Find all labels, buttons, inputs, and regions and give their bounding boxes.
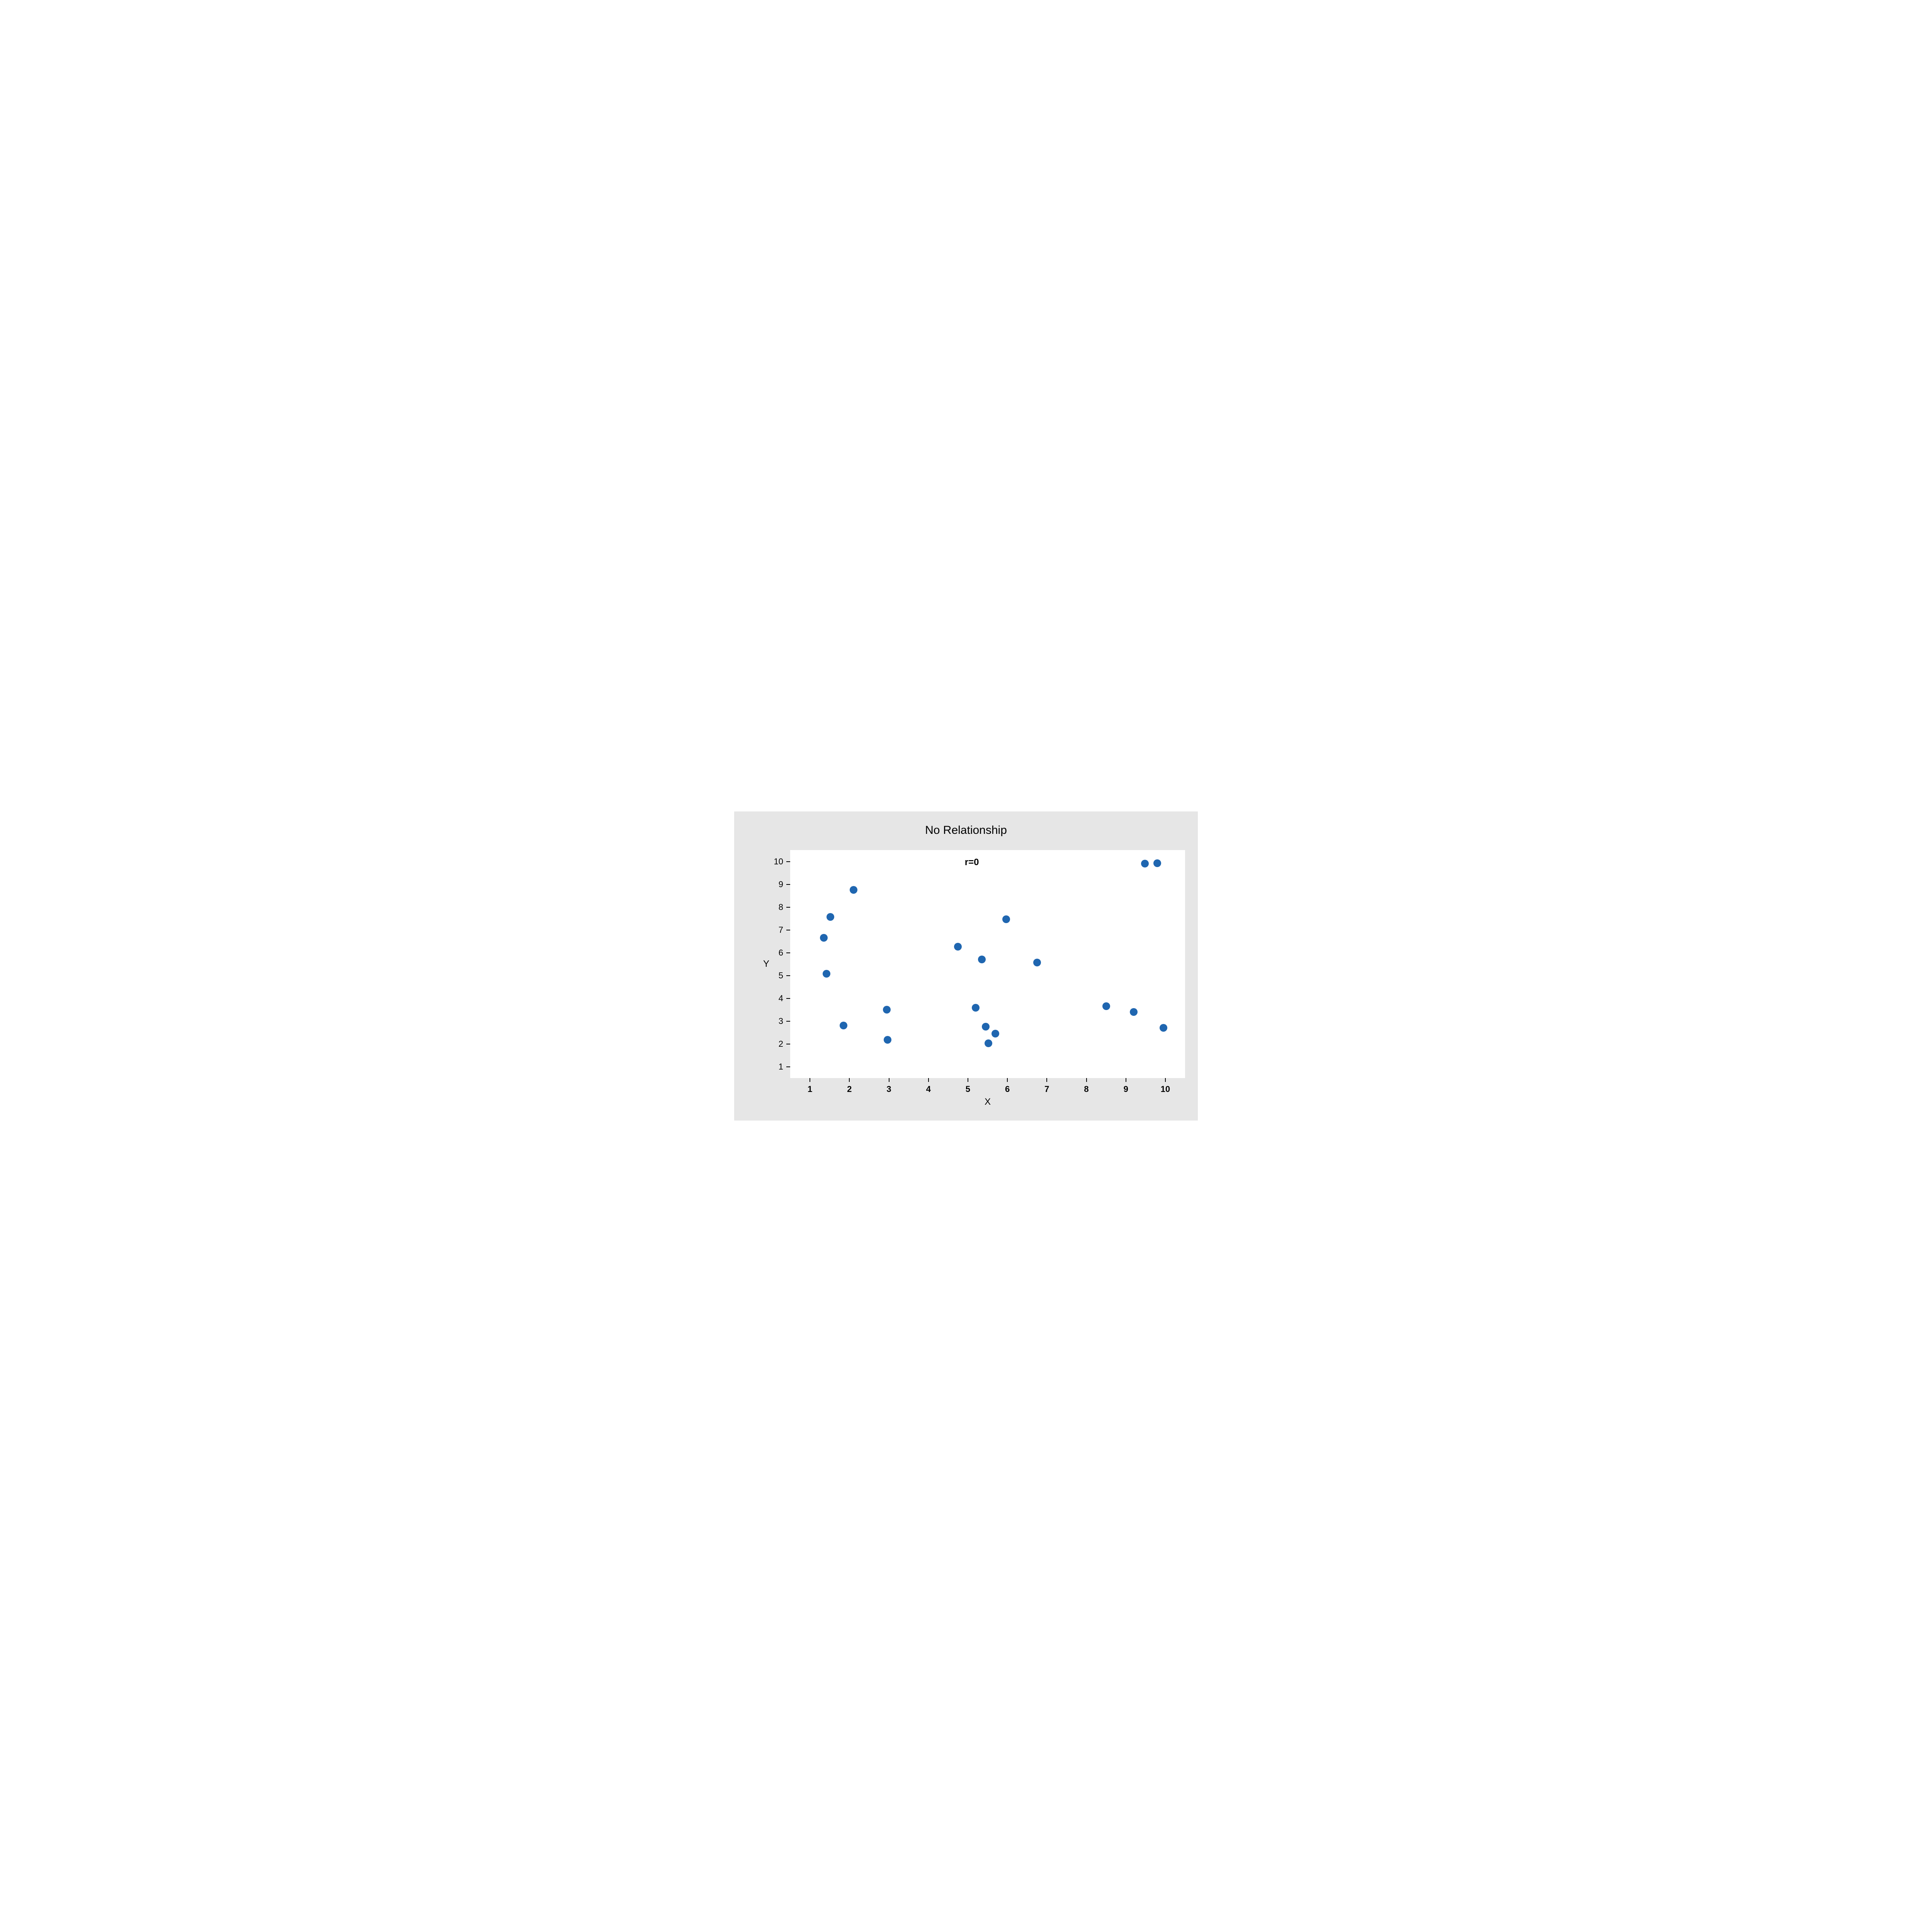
data-point — [985, 1039, 992, 1047]
data-point — [883, 1006, 891, 1014]
y-tick-mark — [786, 1021, 790, 1022]
y-tick-mark — [786, 1066, 790, 1067]
x-axis-label: X — [985, 1097, 991, 1107]
x-tick-mark — [1086, 1078, 1087, 1082]
data-point — [1033, 959, 1041, 966]
y-tick-mark — [786, 998, 790, 999]
data-point — [972, 1004, 980, 1012]
y-tick-label: 2 — [779, 1039, 783, 1049]
y-tick-mark — [786, 952, 790, 953]
y-tick-mark — [786, 975, 790, 976]
y-tick-label: 6 — [779, 948, 783, 958]
y-tick-mark — [786, 884, 790, 885]
x-tick-mark — [1165, 1078, 1166, 1082]
y-tick-label: 4 — [779, 993, 783, 1003]
y-tick-label: 9 — [779, 879, 783, 889]
x-tick-mark — [1007, 1078, 1008, 1082]
chart-container: No Relationship r=0 X Y 1 2 3 4 5 6 7 8 9 10 1 2 3 4 5… — [734, 811, 1198, 1121]
x-tick-label: 5 — [966, 1084, 970, 1094]
data-point — [1153, 859, 1161, 867]
data-point — [850, 886, 857, 894]
x-tick-label: 2 — [847, 1084, 852, 1094]
y-tick-mark — [786, 907, 790, 908]
data-point — [840, 1022, 847, 1029]
chart-title: No Relationship — [734, 824, 1198, 837]
data-point — [823, 970, 830, 978]
y-tick-label: 1 — [779, 1062, 783, 1072]
y-tick-label: 5 — [779, 971, 783, 981]
x-tick-mark — [928, 1078, 929, 1082]
x-tick-mark — [849, 1078, 850, 1082]
data-point — [978, 956, 986, 963]
data-point — [1102, 1002, 1110, 1010]
x-tick-label: 10 — [1161, 1084, 1170, 1094]
x-tick-label: 9 — [1124, 1084, 1128, 1094]
y-tick-label: 7 — [779, 925, 783, 935]
data-point — [1130, 1008, 1138, 1016]
x-tick-label: 4 — [926, 1084, 931, 1094]
x-tick-label: 1 — [808, 1084, 812, 1094]
data-point — [992, 1030, 999, 1037]
y-axis-label: Y — [763, 959, 769, 969]
x-tick-mark — [1046, 1078, 1047, 1082]
y-tick-mark — [786, 861, 790, 862]
x-tick-label: 7 — [1044, 1084, 1049, 1094]
correlation-annotation: r=0 — [965, 857, 979, 868]
data-point — [1141, 860, 1149, 867]
data-point — [1160, 1024, 1167, 1032]
data-point — [884, 1036, 891, 1044]
y-tick-label: 8 — [779, 902, 783, 912]
y-tick-label: 10 — [774, 857, 783, 867]
data-point — [982, 1023, 990, 1031]
plot-area: r=0 — [790, 850, 1185, 1078]
data-point — [954, 943, 962, 951]
data-point — [1002, 915, 1010, 923]
x-tick-label: 3 — [886, 1084, 891, 1094]
data-point — [820, 934, 828, 942]
x-tick-label: 6 — [1005, 1084, 1010, 1094]
x-tick-label: 8 — [1084, 1084, 1088, 1094]
data-point — [827, 913, 834, 921]
y-tick-label: 3 — [779, 1016, 783, 1026]
